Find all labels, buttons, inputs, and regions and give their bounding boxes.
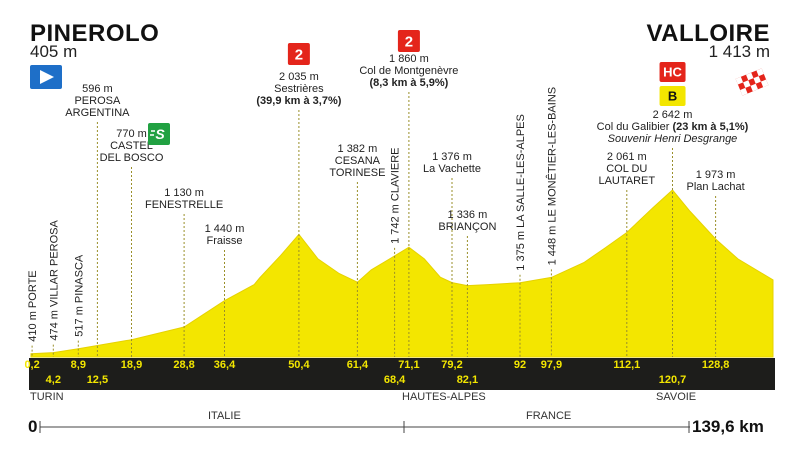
hautes-alpes-label: HAUTES-ALPES [402,391,486,403]
finish-flag-check [753,76,761,84]
point-17-label-line-1: Plan Lachat [687,181,745,193]
finish-town-name: VALLOIRE [646,20,770,47]
point-7-label-line-2: (39,9 km à 3,7%) [256,95,341,107]
italie-label: ITALIE [208,410,241,422]
point-8-label-line-0: 1 382 m [338,143,378,155]
point-4-label-line-2: DEL BOSCO [100,152,164,164]
point-17-km-label: 128,8 [702,359,730,371]
finish-flag-check [746,72,754,81]
point-11-km-label: 79,2 [441,359,462,371]
point-15-label-line-0: 2 061 m [607,151,647,163]
point-16-label-line-0: 2 642 m [653,109,693,121]
category-2-sestrieres-badge-text: 2 [295,46,303,63]
point-3-km-label: 12,5 [87,374,108,386]
point-0-label: 410 m PORTE [27,270,39,341]
point-1-km-label: 4,2 [46,374,61,386]
point-14-label: 1 448 m LE MONÊTIER-LES-BAINS [545,87,558,266]
point-5-km-label: 28,8 [173,359,194,371]
point-10-label-line-0: 1 860 m [389,53,429,65]
bonus-galibier-badge-box [659,86,686,106]
category-2-montgenevre-badge: 2 [397,30,420,52]
point-2-label: 517 m PINASCA [73,254,85,337]
finish-checkered-flag-icon [735,68,769,96]
point-1-label: 474 m VILLAR PEROSA [48,219,60,340]
point-11-label-line-1: La Vachette [423,163,481,175]
point-6-label-line-1: Fraisse [206,235,242,247]
category-2-montgenevre-badge-text: 2 [405,33,413,50]
turin-label: TURIN [30,391,64,403]
point-12-label-line-1: BRIANÇON [438,221,496,233]
point-7-label-line-0: 2 035 m [279,71,319,83]
bonus-galibier-badge-text: B [668,89,677,104]
point-16-km-label: 120,7 [659,374,687,386]
hc-galibier-badge-text: HC [663,65,682,80]
france-label: FRANCE [526,410,572,422]
finish-flag-check [750,83,758,92]
point-8-label-line-2: TORINESE [329,167,385,179]
sprint-castel-del-bosco-badge-text: S [155,126,165,142]
sprint-castel-del-bosco-badge: S [148,123,170,145]
point-4-label-line-1: CASTEL [110,140,153,152]
point-8-km-label: 61,4 [347,359,369,371]
point-12-label-line-0: 1 336 m [448,209,488,221]
point-9-km-label: 68,4 [384,374,406,386]
point-12-km-label: 82,1 [457,374,478,386]
hc-galibier-badge-box [659,62,686,82]
point-7-label-line-1: Sestrières [274,83,324,95]
start-km-label: 0 [28,417,38,436]
total-distance-label: 139,6 km [692,417,764,436]
point-8-label-line-1: CESANA [335,155,381,167]
category-2-sestrieres-badge: 2 [287,43,310,65]
point-5-label-line-0: 1 130 m [164,187,204,199]
point-10-label-line-2: (8,3 km à 5,9%) [369,77,448,89]
finish-altitude: 1 413 m [708,42,770,61]
point-15-label-line-2: LAUTARET [598,175,655,187]
point-14-km-label: 97,9 [541,359,562,371]
point-3-label-line-2: ARGENTINA [65,107,130,119]
point-15-km-label: 112,1 [613,359,640,371]
hc-galibier-badge: HC [659,62,686,82]
point-10-km-label: 71,1 [398,359,419,371]
point-13-km-label: 92 [514,359,526,371]
point-16-label-line-1: Col du Galibier (23 km à 5,1%) [597,121,749,133]
point-16-label-line-2: Souvenir Henri Desgrange [608,133,738,145]
category-2-sestrieres-badge-box [287,43,310,65]
finish-flag-check [740,87,748,96]
point-9-label: 1 742 m CLAVIERE [390,147,402,243]
start-altitude: 405 m [30,42,78,61]
finish-flag-check [743,80,751,88]
start-town-name: PINEROLO [30,20,160,47]
point-10-label-line-1: Col de Montgenèvre [359,65,458,77]
point-7-km-label: 50,4 [288,359,310,371]
category-2-montgenevre-badge-box [397,30,420,52]
point-11-label-line-0: 1 376 m [432,151,472,163]
point-3-label-line-1: PEROSA [74,95,121,107]
bonus-galibier-badge: B [659,86,686,106]
elevation-area [30,189,774,358]
point-15-label-line-1: COL DU [606,163,647,175]
point-2-km-label: 8,9 [71,359,86,371]
point-13-label: 1 375 m LA SALLE-LES-ALPES [515,114,527,271]
point-6-km-label: 36,4 [214,359,236,371]
km-band [29,358,775,390]
point-17-label-line-0: 1 973 m [696,169,736,181]
point-3-label-line-0: 596 m [82,83,113,95]
point-4-km-label: 18,9 [121,359,142,371]
point-0-km-label: 0,2 [24,359,39,371]
savoie-label: SAVOIE [656,391,697,403]
start-flag-arrow [40,70,54,84]
start-flag-icon [30,65,62,89]
point-5-label-line-1: FENESTRELLE [145,199,223,211]
sprint-castel-del-bosco-badge-box [148,123,170,145]
finish-flag-check [735,76,744,85]
finish-flag-check [756,68,764,77]
finish-flag-check [760,79,769,88]
point-6-label-line-0: 1 440 m [205,223,245,235]
point-4-label-line-0: 770 m [116,128,147,140]
